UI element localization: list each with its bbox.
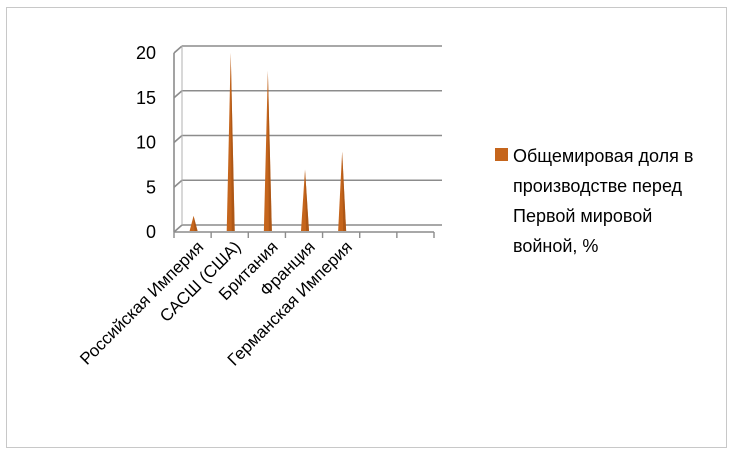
legend-swatch xyxy=(495,148,508,161)
gridline-side xyxy=(173,224,183,233)
y-tick-label: 15 xyxy=(136,88,156,108)
y-tick-label: 5 xyxy=(146,177,156,197)
chart-frame xyxy=(6,7,727,448)
data-spike-shade xyxy=(305,169,309,231)
legend-label: Общемировая доля в производстве перед Пе… xyxy=(513,146,694,256)
data-spike-shade xyxy=(267,70,272,232)
gridline-side xyxy=(173,90,183,99)
gridline-side xyxy=(173,179,183,188)
data-spike-shade xyxy=(342,151,347,231)
data-spike-shade xyxy=(193,215,198,231)
data-spike-shade xyxy=(230,53,235,231)
gridline-side xyxy=(173,134,183,144)
y-tick-label: 0 xyxy=(146,222,156,242)
gridline-side xyxy=(173,45,183,54)
y-tick-label: 20 xyxy=(136,43,156,63)
y-tick-label: 10 xyxy=(136,133,156,153)
